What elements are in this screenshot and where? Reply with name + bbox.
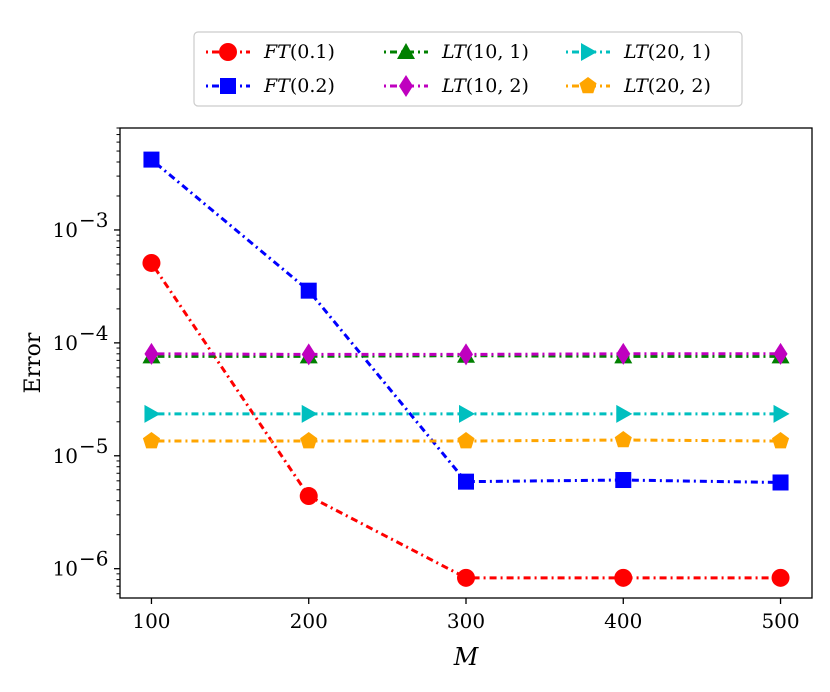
data-point-0-1 xyxy=(299,487,318,506)
x-tick-label-3: 400 xyxy=(604,609,642,633)
data-point-5-2 xyxy=(457,432,475,449)
y-tick-label-2: 10 xyxy=(53,331,78,355)
data-point-4-0 xyxy=(144,404,161,423)
y-tick-label-3: 10 xyxy=(53,218,78,242)
y-tick-exp-0: −6 xyxy=(79,547,108,571)
x-axis-label: M xyxy=(453,643,480,671)
plot-area xyxy=(142,151,790,587)
legend-marker-4 xyxy=(581,43,597,61)
y-tick-exp-3: −3 xyxy=(79,208,108,232)
y-tick-label-1: 10 xyxy=(53,444,78,468)
data-point-1-4 xyxy=(772,474,789,491)
legend-label-0: FT(0.1) xyxy=(263,41,335,63)
y-tick-exp-1: −5 xyxy=(79,434,108,458)
data-point-5-0 xyxy=(142,432,161,449)
data-point-0-4 xyxy=(771,568,790,587)
data-point-4-2 xyxy=(459,404,475,423)
series-markers-5 xyxy=(142,430,790,449)
legend-label-args-5: (20, 2) xyxy=(648,75,711,97)
legend-label-3: LT(10, 2) xyxy=(441,75,529,97)
x-tick-label-0: 100 xyxy=(132,609,170,633)
legend-entry-1: FT(0.2) xyxy=(206,75,335,97)
y-tick-exp-2: −4 xyxy=(79,321,108,345)
legend-label-4: LT(20, 1) xyxy=(623,41,711,63)
legend: FT(0.1)FT(0.2)LT(10, 1)LT(10, 2)LT(20, 1… xyxy=(193,31,743,107)
legend-entry-5: LT(20, 2) xyxy=(566,75,711,97)
series-0 xyxy=(150,262,781,580)
legend-marker-5 xyxy=(579,77,597,94)
data-point-5-1 xyxy=(300,432,318,449)
legend-label-5: LT(20, 2) xyxy=(623,75,711,97)
legend-label-args-4: (20, 1) xyxy=(648,41,711,63)
data-point-5-3 xyxy=(614,430,632,448)
data-point-0-3 xyxy=(614,568,633,587)
legend-label-2: LT(10, 1) xyxy=(441,41,529,63)
data-point-0-0 xyxy=(142,253,161,272)
data-point-4-4 xyxy=(773,404,790,423)
series-markers-0 xyxy=(142,253,790,587)
data-point-1-2 xyxy=(458,473,474,490)
data-point-4-3 xyxy=(616,404,633,423)
legend-label-args-0: (0.1) xyxy=(290,41,335,63)
series-markers-3 xyxy=(144,342,788,366)
legend-entry-4: LT(20, 1) xyxy=(566,41,711,63)
data-point-3-2 xyxy=(459,343,473,366)
legend-entry-3: LT(10, 2) xyxy=(384,75,529,97)
legend-entry-0: FT(0.1) xyxy=(206,41,335,63)
legend-label-name-3: LT xyxy=(441,75,467,97)
legend-marker-0 xyxy=(219,43,237,61)
legend-label-args-3: (10, 2) xyxy=(466,75,529,97)
data-point-1-3 xyxy=(615,472,632,489)
x-tick-label-4: 500 xyxy=(761,609,799,633)
data-point-3-4 xyxy=(773,342,788,365)
legend-entry-2: LT(10, 1) xyxy=(384,41,529,63)
legend-label-name-4: LT xyxy=(623,41,649,63)
series-markers-4 xyxy=(144,404,790,423)
y-axis-label: Error xyxy=(21,332,46,393)
data-point-3-3 xyxy=(616,342,631,365)
data-point-0-2 xyxy=(457,568,475,587)
data-point-1-1 xyxy=(300,282,317,299)
data-point-1-0 xyxy=(143,151,160,168)
data-point-3-0 xyxy=(144,342,159,365)
legend-label-name-1: FT xyxy=(263,75,291,97)
x-tick-label-1: 200 xyxy=(290,609,328,633)
legend-marker-2 xyxy=(397,43,415,59)
legend-label-args-1: (0.2) xyxy=(290,75,335,97)
legend-label-name-5: LT xyxy=(623,75,649,97)
legend-label-name-0: FT xyxy=(263,41,291,63)
y-tick-label-0: 10 xyxy=(53,557,78,581)
data-point-5-4 xyxy=(771,432,790,449)
legend-marker-1 xyxy=(220,78,236,94)
legend-box xyxy=(193,31,743,107)
x-tick-label-2: 300 xyxy=(447,609,485,633)
legend-marker-3 xyxy=(399,75,413,97)
series-line-0 xyxy=(150,262,781,580)
legend-label-args-2: (10, 1) xyxy=(466,41,529,63)
legend-label-name-2: LT xyxy=(441,41,467,63)
series-markers-1 xyxy=(143,151,789,491)
legend-label-1: FT(0.2) xyxy=(263,75,335,97)
data-point-4-1 xyxy=(301,404,318,423)
data-point-3-1 xyxy=(301,343,316,366)
